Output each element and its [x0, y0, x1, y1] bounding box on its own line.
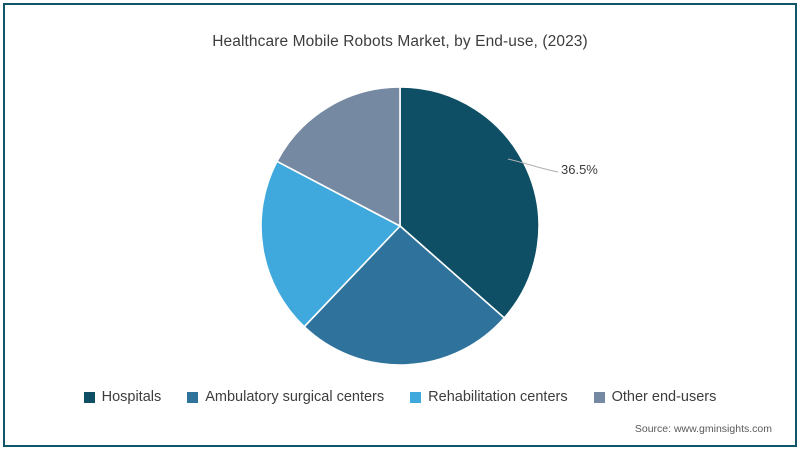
legend-swatch-icon	[83, 391, 95, 403]
legend-item[interactable]: Hospitals	[83, 389, 162, 405]
legend-item[interactable]: Rehabilitation centers	[410, 389, 568, 405]
pie-slice[interactable]	[275, 86, 401, 228]
slice-data-label-hospitals: 36.5%	[561, 162, 598, 177]
label-leader-line	[507, 158, 559, 173]
pie-slice[interactable]	[260, 160, 402, 328]
pie-slice[interactable]	[303, 224, 506, 366]
page-title: Healthcare Mobile Robots Market, by End-…	[212, 33, 588, 50]
legend-item-label: Other end-users	[611, 389, 717, 405]
pie-slice[interactable]	[399, 86, 540, 320]
legend-item-label: Rehabilitation centers	[428, 389, 568, 405]
legend-item-label: Hospitals	[101, 389, 162, 405]
legend-swatch-icon	[410, 391, 422, 403]
pie-slice-group	[260, 86, 540, 366]
legend-swatch-icon	[593, 391, 605, 403]
legend-item[interactable]: Ambulatory surgical centers	[187, 390, 384, 405]
legend-item-label: Ambulatory surgical centers	[205, 389, 385, 405]
legend-item[interactable]: Other end-users	[593, 389, 717, 405]
legend: Hospitals Ambulatory surgical centers Reha…	[0, 390, 800, 405]
source-attribution: Source: www.gminsights.com	[634, 423, 772, 435]
legend-swatch-icon	[187, 391, 199, 403]
